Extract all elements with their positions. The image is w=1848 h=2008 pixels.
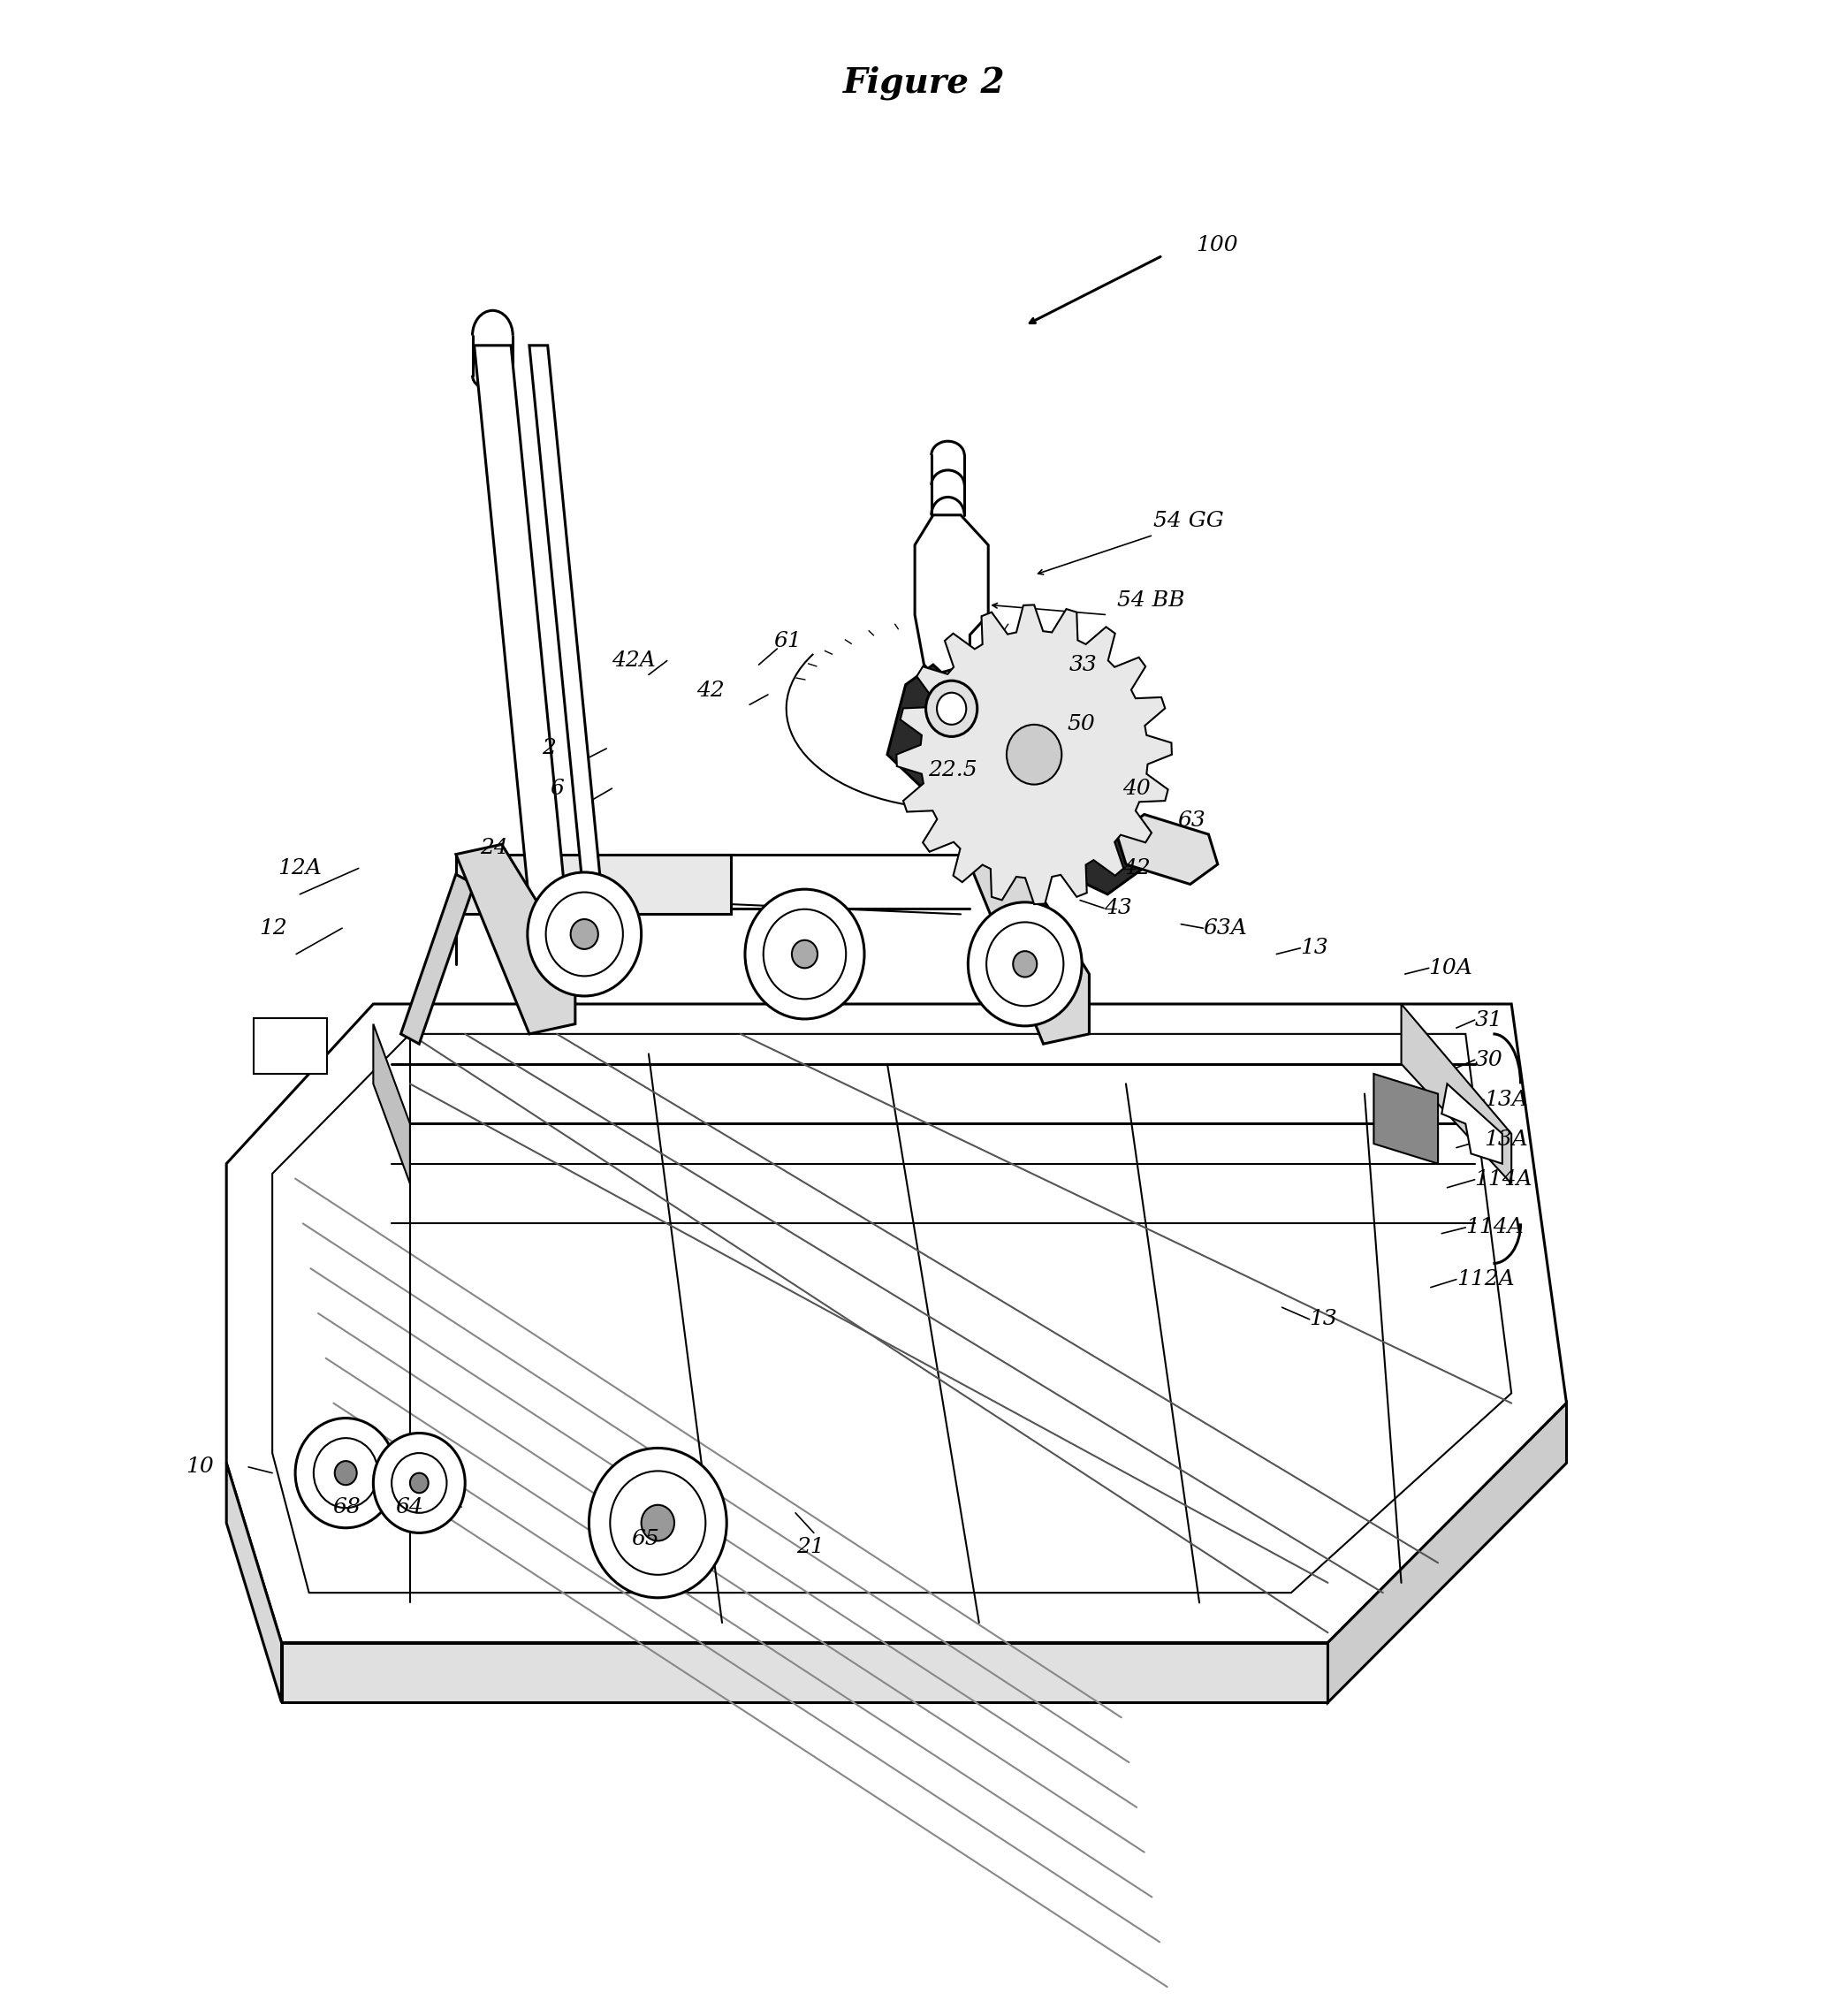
Text: 63: 63 [1177, 811, 1205, 831]
Text: 63A: 63A [1203, 918, 1247, 938]
Text: 2: 2 [541, 739, 556, 759]
Ellipse shape [763, 910, 846, 1000]
Text: 54 GG: 54 GG [1153, 510, 1223, 532]
Ellipse shape [610, 1472, 706, 1574]
Polygon shape [1116, 815, 1218, 884]
Ellipse shape [1007, 725, 1063, 785]
Text: 12A: 12A [277, 857, 322, 877]
Text: 31: 31 [1475, 1010, 1502, 1030]
Text: 42: 42 [697, 681, 724, 701]
Ellipse shape [791, 940, 817, 968]
Ellipse shape [987, 922, 1063, 1006]
Text: 40: 40 [1122, 779, 1149, 799]
Polygon shape [1329, 1404, 1567, 1703]
Polygon shape [456, 843, 575, 1034]
Polygon shape [456, 853, 732, 914]
Text: 65: 65 [630, 1528, 660, 1548]
Text: 10A: 10A [1429, 958, 1473, 978]
Ellipse shape [745, 890, 865, 1018]
Text: 61: 61 [774, 631, 802, 651]
Text: 42: 42 [1122, 857, 1149, 877]
Text: 24: 24 [480, 837, 508, 859]
Polygon shape [915, 514, 989, 675]
Text: 100: 100 [1196, 235, 1238, 255]
Ellipse shape [1013, 952, 1037, 978]
Polygon shape [896, 604, 1172, 904]
Ellipse shape [590, 1448, 726, 1598]
Ellipse shape [334, 1462, 357, 1486]
Polygon shape [281, 1643, 1329, 1703]
Text: 22.5: 22.5 [928, 761, 978, 781]
Text: 50: 50 [1066, 715, 1096, 735]
Text: 12: 12 [259, 918, 288, 938]
Ellipse shape [937, 693, 967, 725]
Polygon shape [887, 665, 1162, 894]
Polygon shape [1373, 1074, 1438, 1165]
Ellipse shape [410, 1474, 429, 1494]
Polygon shape [970, 853, 1088, 1044]
Text: 68: 68 [333, 1496, 360, 1518]
Polygon shape [1441, 1084, 1502, 1165]
Text: 6: 6 [549, 779, 564, 799]
Text: 10: 10 [187, 1458, 214, 1478]
Ellipse shape [314, 1438, 377, 1508]
Text: 114A: 114A [1465, 1217, 1523, 1237]
Polygon shape [227, 1464, 281, 1703]
Text: 13: 13 [1301, 938, 1329, 958]
Text: 54 BB: 54 BB [1116, 590, 1185, 610]
Text: 112A: 112A [1456, 1269, 1514, 1289]
Polygon shape [401, 873, 475, 1044]
Polygon shape [529, 345, 602, 904]
Text: 13: 13 [1310, 1309, 1338, 1329]
Text: 64: 64 [395, 1496, 423, 1518]
Ellipse shape [571, 920, 599, 950]
Polygon shape [373, 1024, 410, 1183]
Ellipse shape [545, 892, 623, 976]
Text: 13A: 13A [1484, 1090, 1528, 1110]
Bar [253, 1018, 327, 1074]
Text: 43: 43 [1103, 898, 1133, 918]
Polygon shape [475, 345, 565, 904]
Polygon shape [227, 1004, 1567, 1643]
Ellipse shape [527, 871, 641, 996]
Ellipse shape [968, 902, 1081, 1026]
Text: 30: 30 [1475, 1050, 1502, 1070]
Ellipse shape [392, 1454, 447, 1512]
Polygon shape [1401, 1004, 1512, 1183]
Ellipse shape [926, 681, 978, 737]
Text: 21: 21 [796, 1536, 824, 1556]
Text: 42A: 42A [612, 651, 656, 671]
Text: 33: 33 [1068, 655, 1098, 675]
Ellipse shape [641, 1504, 675, 1540]
Text: 114A: 114A [1475, 1169, 1532, 1191]
Text: Figure 2: Figure 2 [843, 66, 1005, 100]
Ellipse shape [296, 1418, 395, 1528]
Text: 13A: 13A [1484, 1131, 1528, 1151]
Ellipse shape [373, 1434, 466, 1532]
